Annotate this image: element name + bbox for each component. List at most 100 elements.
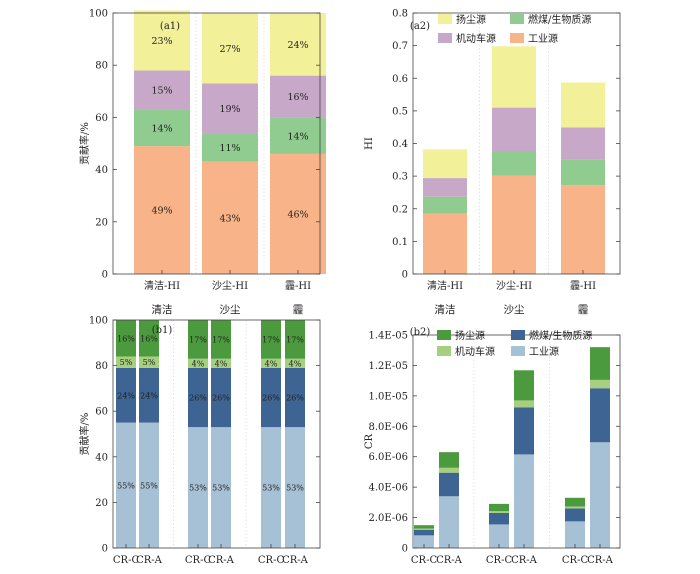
data-label: 53% [189, 484, 207, 493]
bar-segment [116, 422, 136, 548]
bar-segment [514, 454, 534, 548]
group-label: 沙尘 [220, 304, 241, 316]
bar-segment [188, 320, 208, 359]
x-tick-label: CR-A [136, 555, 163, 566]
bar-segment [188, 367, 208, 428]
x-tick-label: CR-C [562, 555, 589, 566]
data-label: 14% [287, 131, 308, 142]
data-label: 17% [286, 335, 304, 344]
y-tick-label: 0.3 [392, 172, 408, 183]
legend-label: 燃煤/生物质源 [528, 13, 591, 26]
bar-segment [270, 75, 326, 118]
data-label: 53% [212, 484, 230, 493]
data-label: 14% [151, 123, 172, 134]
bar-segment [134, 109, 190, 147]
y-tick-label: 20 [95, 217, 108, 228]
data-label: 4% [192, 359, 205, 368]
y-tick-label: 0 [102, 270, 108, 281]
y-axis-label: CR [364, 433, 375, 449]
y-tick-label: 100 [89, 9, 108, 20]
x-tick-label: 清洁-HI [427, 279, 463, 292]
bar-segment [561, 82, 605, 128]
data-label: 55% [140, 481, 158, 490]
bar-segment [489, 503, 509, 512]
x-tick-label: 霾-HI [285, 280, 311, 292]
legend-label: 扬尘源 [456, 13, 486, 26]
x-tick-label: 沙尘-HI [496, 280, 532, 292]
bar-segment [565, 521, 585, 548]
y-tick-label: 0.8 [392, 9, 408, 20]
data-label: 16% [140, 334, 158, 343]
legend-label: 机动车源 [456, 32, 496, 45]
data-label: 4% [265, 359, 278, 368]
panel-label: (b1) [152, 325, 173, 336]
data-label: 53% [286, 484, 304, 493]
x-tick-label: 霾-HI [570, 280, 596, 292]
y-tick-label: 2.0E-06 [369, 513, 409, 524]
y-tick-label: 8.0E-06 [369, 422, 409, 433]
bar-segment [492, 175, 536, 274]
x-tick-label: CR-A [436, 555, 463, 566]
bar-segment [414, 535, 434, 548]
bar-segment [211, 367, 231, 428]
x-tick-label: CR-C [113, 555, 140, 566]
bar-segment [202, 13, 258, 84]
group-label: 清洁 [435, 303, 456, 316]
x-tick-label: CR-A [282, 555, 309, 566]
x-tick-label: CR-C [411, 555, 438, 566]
bar-segment [261, 320, 281, 359]
bar-segment [134, 70, 190, 110]
data-label: 17% [212, 335, 230, 344]
legend-label: 扬尘源 [455, 329, 485, 342]
y-tick-label: 0.7 [392, 41, 408, 52]
bar-segment [423, 149, 467, 179]
legend-swatch [511, 346, 525, 356]
bar-segment [439, 452, 459, 468]
legend-swatch [511, 330, 525, 340]
panel-label: (b2) [410, 327, 431, 338]
panel-a2: 0 0.1 0.2 0.3 0.4 0.5 0.6 0.7 0.8 HI 清洁-HI 沙尘-HI 霾-H… [364, 9, 621, 316]
bar-segment [590, 379, 610, 389]
y-axis-label: HI [364, 137, 375, 150]
y-tick-label: 0 [402, 544, 408, 555]
data-label: 26% [262, 394, 280, 403]
bar-segment [590, 347, 610, 380]
bar-segment [139, 320, 159, 357]
legend-swatch [437, 346, 451, 356]
y-tick-label: 1.0E-05 [369, 391, 409, 402]
x-tick-label: CR-A [587, 555, 614, 566]
bar-segment [514, 400, 534, 408]
data-label: 16% [117, 334, 135, 343]
bar-segment [514, 370, 534, 401]
x-tick-label: CR-A [208, 555, 235, 566]
x-tick-label: CR-C [185, 555, 212, 566]
legend-swatch [438, 14, 452, 24]
bar-segment [423, 196, 467, 214]
data-label: 26% [212, 394, 230, 403]
bar-segment [188, 427, 208, 548]
panel-label: (a1) [160, 21, 180, 32]
panel-a1: 49% 43% 46% 14% 11% 14% 15% 19% 16% 23% 27% 24% 0 20 4… [78, 9, 326, 316]
y-tick-label: 60 [95, 407, 108, 418]
bar-segment [565, 508, 585, 522]
bar-segment [116, 356, 136, 368]
bar-segment [211, 427, 231, 548]
data-label: 24% [117, 391, 135, 400]
data-label: 46% [287, 210, 308, 221]
bar-segment [285, 427, 305, 548]
y-tick-label: 80 [95, 61, 108, 72]
bar-segment [423, 178, 467, 197]
y-tick-label: 1.2E-05 [369, 361, 409, 372]
bar-segment [285, 358, 305, 368]
bar-segment [134, 10, 190, 71]
bar-segment [285, 367, 305, 428]
x-tick-label: CR-C [486, 555, 513, 566]
data-label: 53% [262, 484, 280, 493]
data-label: 5% [143, 358, 156, 367]
bar-segment [188, 358, 208, 368]
panel-label: (a2) [410, 21, 430, 32]
bar-segment [590, 442, 610, 548]
bar-segment [202, 133, 258, 162]
group-label: 霾 [578, 304, 589, 316]
bar-segment [414, 528, 434, 530]
